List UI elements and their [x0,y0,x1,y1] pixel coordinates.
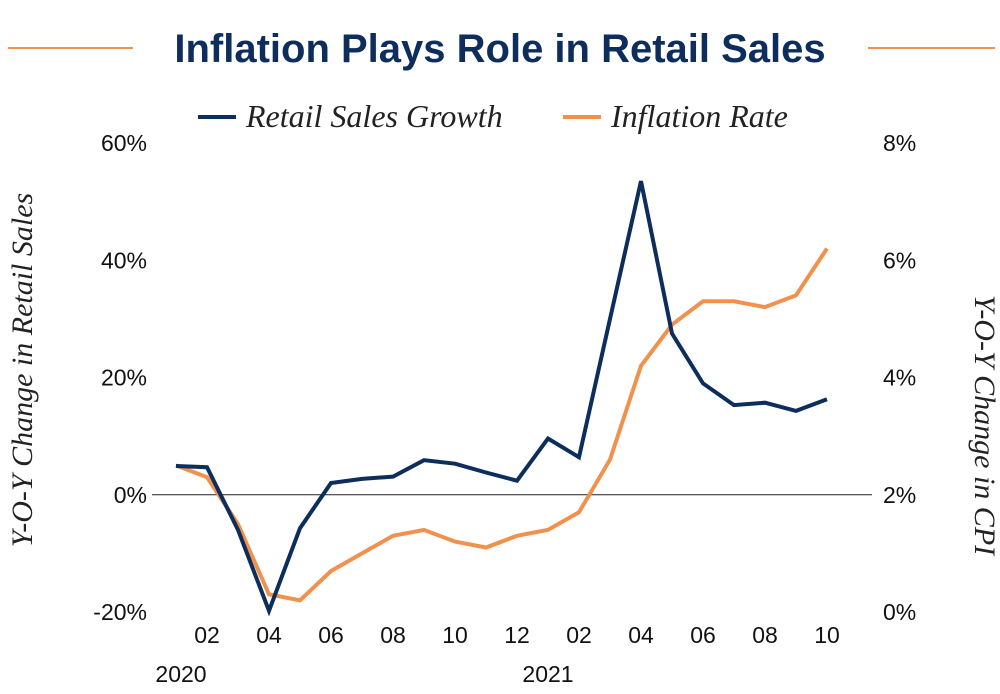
x-tick-label: 10 [442,622,468,648]
y-tick-left-label: 40% [101,247,147,273]
y-tick-right-label: 6% [883,247,916,273]
y-tick-left-label: -20% [93,599,147,625]
series-line-inflation [175,247,829,603]
y-axis-title-right: Y-O-Y Change in CPI [968,295,1000,557]
x-tick-label: 04 [628,622,654,648]
y-tick-right-label: 2% [883,482,916,508]
x-axis: 02 04 06 08 10 12 02 04 06 08 10 2020 2021 [155,622,839,687]
x-year-label: 2020 [155,661,206,687]
x-year-label: 2021 [522,661,573,687]
series-line-retail-sales [175,180,828,617]
y-tick-right-label: 4% [883,365,916,391]
x-tick-label: 02 [194,622,220,648]
y-tick-right-label: 0% [883,599,916,625]
x-tick-label: 10 [814,622,840,648]
y-tick-right-label: 8% [883,130,916,156]
y-tick-left-label: 20% [101,365,147,391]
x-tick-label: 08 [380,622,406,648]
series-lines [175,180,829,617]
x-tick-label: 02 [566,622,592,648]
legend-label-retail-sales: Retail Sales Growth [245,98,503,134]
chart-title: Inflation Plays Role in Retail Sales [174,27,825,71]
y-tick-left-label: 0% [114,482,147,508]
x-tick-label: 06 [318,622,344,648]
legend: Retail Sales Growth Inflation Rate [198,98,788,134]
x-tick-label: 06 [690,622,716,648]
y-tick-left-label: 60% [101,130,147,156]
y-axis-right: 0% 2% 4% 6% 8% [883,130,916,625]
x-tick-label: 04 [256,622,282,648]
x-tick-label: 08 [752,622,778,648]
legend-label-inflation: Inflation Rate [610,98,788,134]
y-axis-title-left: Y-O-Y Change in Retail Sales [6,193,39,547]
x-tick-label: 12 [504,622,530,648]
y-axis-left: -20% 0% 20% 40% 60% [93,130,147,625]
